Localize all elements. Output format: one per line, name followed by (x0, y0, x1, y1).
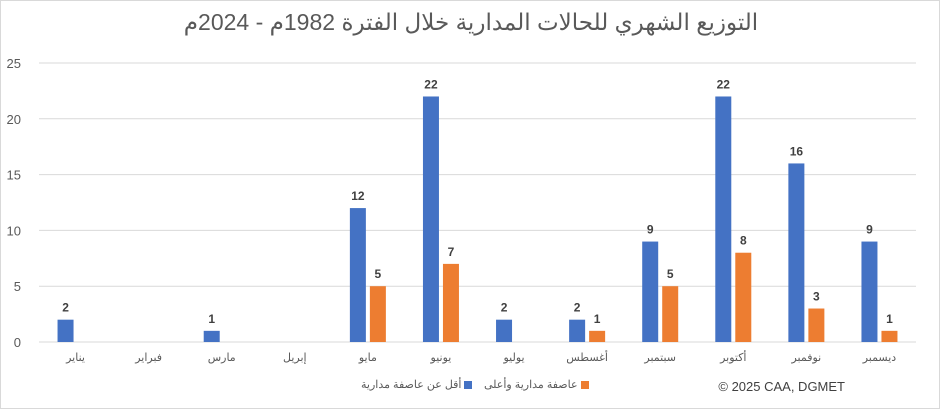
bar (861, 241, 878, 342)
y-tick-label: 20 (7, 112, 21, 127)
data-label: 9 (647, 223, 654, 237)
copyright-text: © 2025 CAA, DGMET (718, 379, 845, 394)
data-label: 22 (717, 77, 731, 91)
data-label: 22 (424, 77, 438, 91)
x-tick-label: أكتوبر (719, 350, 746, 364)
data-label: 1 (594, 312, 601, 326)
y-tick-label: 10 (7, 223, 21, 238)
bar (369, 286, 386, 342)
bar (715, 96, 732, 342)
data-label: 9 (866, 223, 873, 237)
legend-swatch-blue (464, 380, 473, 389)
x-tick-label: فبراير (134, 351, 162, 364)
bar (569, 319, 586, 342)
legend-item-orange: عاصفة مدارية وأعلى (484, 378, 589, 391)
data-label: 2 (501, 301, 508, 315)
chart-title: التوزيع الشهري للحالات المدارية خلال الف… (183, 9, 759, 35)
data-label: 1 (208, 312, 215, 326)
bar (57, 319, 74, 342)
bar (642, 241, 659, 342)
x-tick-label: مايو (358, 351, 377, 364)
x-tick-label: أغسطس (566, 350, 608, 364)
bar (422, 96, 439, 342)
x-tick-label: ديسمبر (862, 351, 897, 364)
bar (735, 252, 752, 342)
legend-label: أقل عن عاصفة مدارية (361, 379, 462, 391)
x-tick-label: إبريل (283, 351, 307, 364)
data-label: 5 (375, 267, 382, 281)
x-tick-label: مارس (208, 351, 236, 364)
bar (788, 163, 805, 342)
y-tick-label: 25 (7, 56, 21, 71)
data-label: 2 (574, 301, 581, 315)
legend-item-blue: أقل عن عاصفة مدارية (361, 378, 473, 391)
x-tick-label: يوليو (502, 351, 524, 364)
x-tick-label: يناير (65, 351, 85, 364)
data-label: 7 (448, 245, 455, 259)
data-label: 12 (351, 189, 365, 203)
data-label: 2 (62, 301, 69, 315)
legend-swatch-orange (580, 380, 589, 389)
data-label: 3 (813, 290, 820, 304)
y-tick-label: 0 (14, 335, 21, 350)
bar (349, 208, 366, 342)
data-label: 5 (667, 267, 674, 281)
bar (881, 330, 898, 342)
x-tick-label: نوفمبر (790, 351, 821, 364)
data-label: 16 (790, 144, 804, 158)
bar (496, 319, 513, 342)
bar (589, 330, 606, 342)
x-tick-label: يونيو (430, 351, 452, 364)
y-tick-label: 15 (7, 168, 21, 183)
bar (442, 263, 459, 342)
bar (203, 330, 220, 342)
data-label: 8 (740, 234, 747, 248)
y-tick-label: 5 (14, 279, 21, 294)
data-label: 1 (886, 312, 893, 326)
legend-label: عاصفة مدارية وأعلى (484, 379, 578, 391)
bar (808, 308, 825, 342)
bar (662, 286, 679, 342)
x-tick-label: سبتمبر (643, 351, 676, 364)
